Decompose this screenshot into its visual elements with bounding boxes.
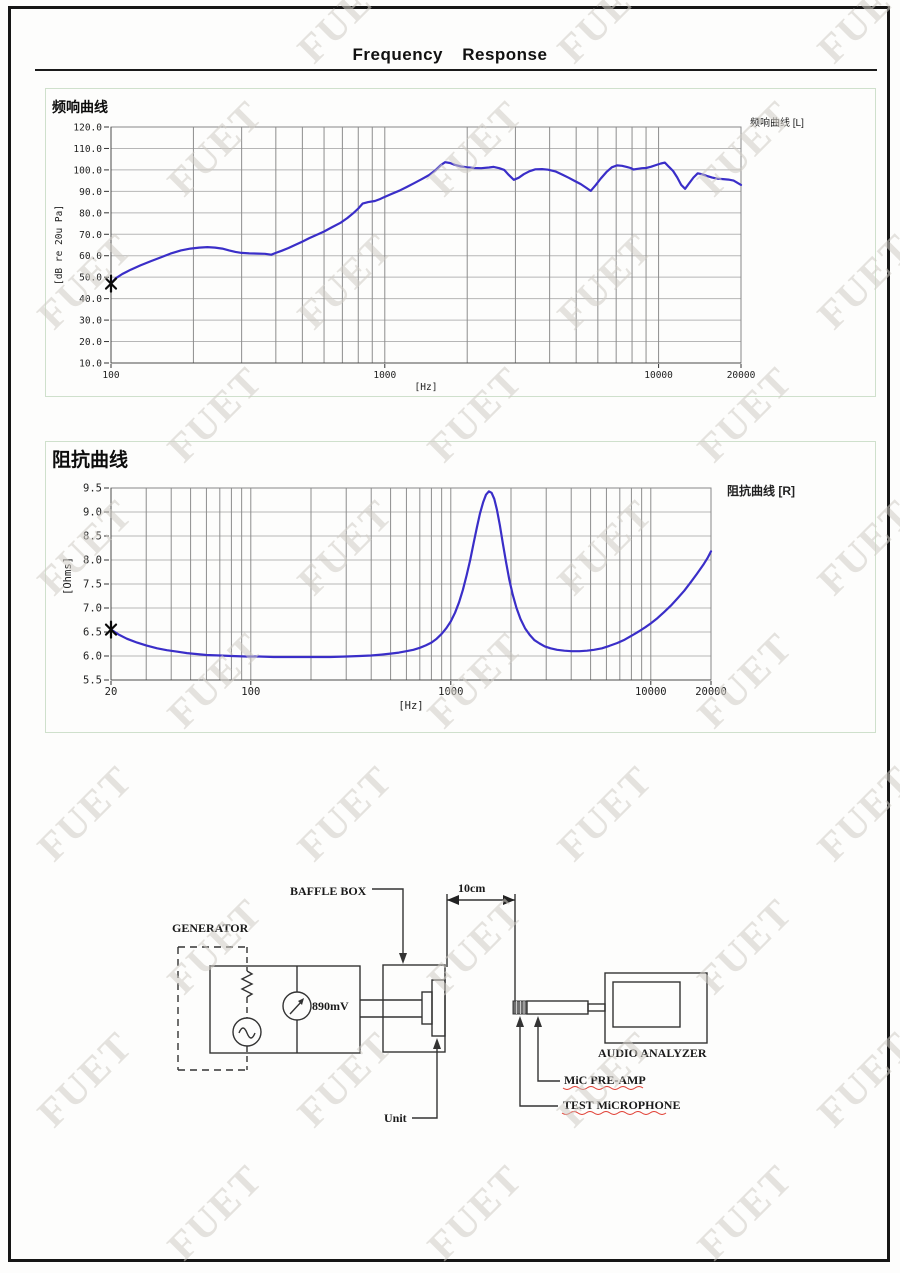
voltmeter [282, 991, 312, 1021]
svg-text:20.0: 20.0 [79, 337, 102, 348]
svg-text:6.5: 6.5 [83, 627, 102, 639]
generator: GENERATOR 890mV [172, 921, 361, 1071]
baffle-box [382, 964, 446, 1053]
svg-text:7.0: 7.0 [83, 603, 102, 615]
generator-dashed-box [177, 946, 247, 1071]
frequency-response-panel: 频响曲线 频响曲线 [L] 120.0 110.0 100.0 90.0 80.0 70.… [45, 88, 876, 397]
svg-text:100.0: 100.0 [73, 165, 102, 176]
distance-dimension: 10cm [446, 881, 516, 1002]
mic-preamp-body [526, 1000, 589, 1015]
watermark: FUET [688, 1155, 802, 1269]
svg-text:60.0: 60.0 [79, 251, 102, 262]
watermark: FUET [28, 1022, 142, 1136]
measurement-setup-diagram: GENERATOR 890mV BAFFLE BOX 10cm [172, 881, 708, 1125]
mic-preamp-callout: MiC PRE-AMP [534, 1016, 646, 1090]
audio-analyzer-label: AUDIO ANALYZER [598, 1046, 707, 1060]
watermark: FUET [808, 756, 900, 870]
impedance-legend: 阻抗曲线 [R] [727, 484, 795, 498]
svg-text:6.0: 6.0 [83, 651, 102, 663]
svg-text:9.5: 9.5 [83, 483, 102, 495]
svg-text:110.0: 110.0 [73, 144, 102, 155]
svg-text:[dB re 20u Pa]: [dB re 20u Pa] [54, 205, 65, 285]
svg-text:100: 100 [241, 686, 260, 698]
audio-analyzer [604, 972, 708, 1044]
watermark: FUET [808, 1022, 900, 1136]
analyzer-screen [612, 981, 681, 1028]
voltmeter-needle-arrow [298, 998, 304, 1005]
svg-text:9.0: 9.0 [83, 507, 102, 519]
arrow-up-icon [534, 1016, 542, 1027]
svg-text:7.5: 7.5 [83, 579, 102, 591]
svg-text:[Ohms]: [Ohms] [62, 557, 74, 595]
page-title: Frequency Response [352, 45, 548, 64]
frequency-response-header: 频响曲线 [52, 99, 108, 115]
svg-text:50.0: 50.0 [79, 273, 102, 284]
impedance-header: 阻抗曲线 [52, 450, 129, 471]
circuit-box [209, 965, 361, 1054]
svg-text:20: 20 [105, 686, 118, 698]
arrow-down-icon [399, 953, 407, 964]
arrow-up-icon [433, 1038, 441, 1049]
generator-label: GENERATOR [172, 921, 249, 935]
svg-text:20000: 20000 [727, 370, 756, 381]
svg-text:100: 100 [102, 370, 119, 381]
speaker-frame [431, 979, 446, 1037]
svg-text:70.0: 70.0 [79, 230, 102, 241]
signal-source [232, 1017, 262, 1047]
frequency-response-chart: 120.0 110.0 100.0 90.0 80.0 70.0 60.0 50.0 40.0 3… [54, 123, 756, 394]
voltage-label: 890mV [312, 999, 349, 1013]
impedance-panel: 阻抗曲线 阻抗曲线 [R] 9.5 9.0 8.5 8.0 7.5 7.0 6.5 6.0 5.… [45, 441, 876, 733]
speaker-magnet [421, 991, 433, 1025]
baffle-box-label: BAFFLE BOX [290, 884, 367, 898]
unit-label: Unit [384, 1111, 407, 1125]
watermark: FUET [158, 1155, 272, 1269]
svg-text:10.0: 10.0 [79, 359, 102, 370]
watermark: FUET [288, 756, 402, 870]
svg-text:10000: 10000 [635, 686, 667, 698]
distance-label: 10cm [458, 881, 485, 895]
microphone-group [512, 1000, 606, 1015]
sine-icon [238, 1027, 256, 1039]
svg-text:80.0: 80.0 [79, 208, 102, 219]
svg-text:8.5: 8.5 [83, 531, 102, 543]
audio-analyzer-group: AUDIO ANALYZER [598, 972, 708, 1060]
svg-text:10000: 10000 [644, 370, 673, 381]
svg-text:8.0: 8.0 [83, 555, 102, 567]
title-rule [35, 69, 877, 71]
svg-text:5.5: 5.5 [83, 675, 102, 687]
impedance-chart: 9.5 9.0 8.5 8.0 7.5 7.0 6.5 6.0 5.520 100 1000 1000… [62, 483, 727, 713]
speaker-wires [360, 999, 422, 1018]
svg-text:1000: 1000 [438, 686, 463, 698]
mic-preamp-label: MiC PRE-AMP [564, 1073, 646, 1087]
voltmeter-needle [289, 1000, 303, 1015]
svg-text:40.0: 40.0 [79, 294, 102, 305]
svg-text:[Hz]: [Hz] [415, 382, 438, 393]
watermark: FUET [418, 1155, 532, 1269]
mic-connector [587, 1003, 606, 1012]
watermark: FUET [548, 756, 662, 870]
svg-text:30.0: 30.0 [79, 316, 102, 327]
resistor [240, 970, 254, 998]
svg-text:20000: 20000 [695, 686, 727, 698]
spellcheck-underline [562, 1086, 644, 1090]
test-microphone-label: TEST MiCROPHONE [563, 1098, 680, 1112]
test-microphone-callout: TEST MiCROPHONE [516, 1016, 680, 1115]
arrow-left-icon [447, 895, 459, 905]
svg-text:[Hz]: [Hz] [398, 700, 423, 712]
svg-text:1000: 1000 [373, 370, 396, 381]
svg-text:90.0: 90.0 [79, 187, 102, 198]
frequency-response-legend: 频响曲线 [L] [750, 118, 804, 129]
watermark: FUET [28, 756, 142, 870]
spellcheck-underline [561, 1111, 667, 1115]
baffle-box-pointer [372, 888, 404, 953]
unit-callout: Unit [384, 1038, 441, 1125]
arrow-up-icon [516, 1016, 524, 1027]
arrow-right-icon [503, 895, 515, 905]
baffle-box-group: BAFFLE BOX [290, 884, 446, 1053]
svg-text:120.0: 120.0 [73, 123, 102, 134]
